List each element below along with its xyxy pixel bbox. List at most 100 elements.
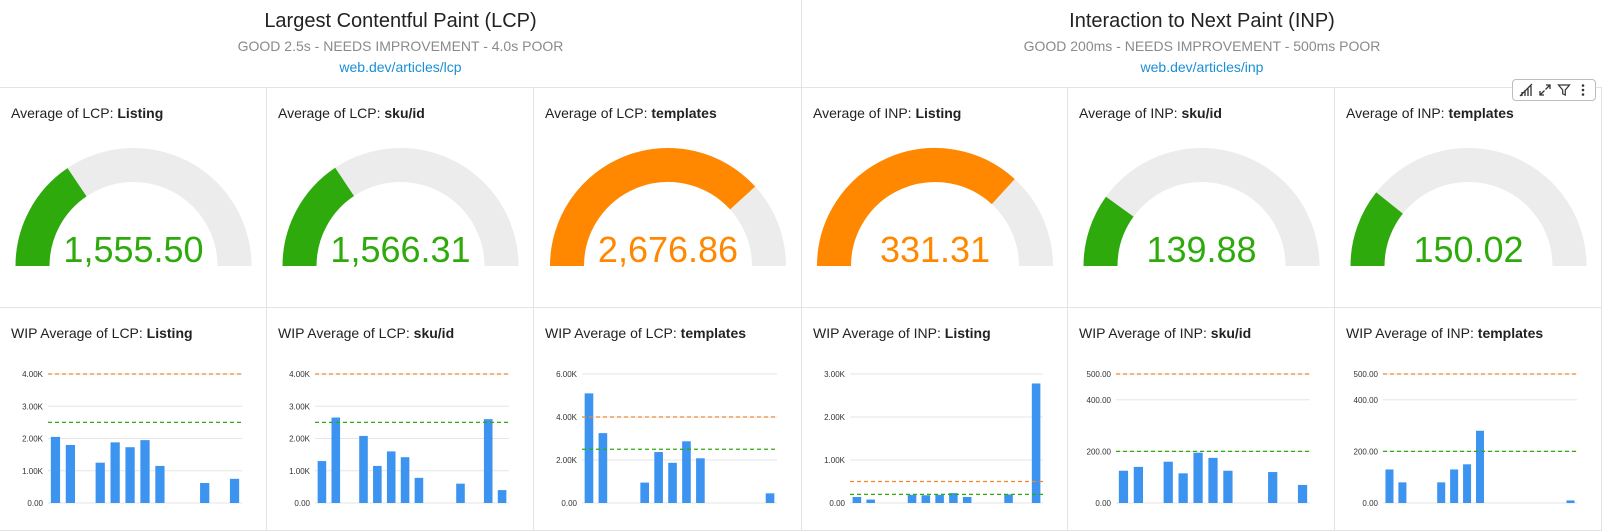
bar-chart-tile[interactable]: WIP Average of LCP: templates 0.00 2.00K 4.… bbox=[534, 308, 802, 531]
gauge-tile[interactable]: Average of INP: templates 150.02 bbox=[1335, 88, 1602, 308]
gauge-fill bbox=[817, 148, 1015, 267]
gauge-tile[interactable]: Average of LCP: sku/id 1,566.31 bbox=[267, 88, 534, 308]
bar[interactable] bbox=[1297, 484, 1308, 503]
bar[interactable] bbox=[331, 417, 341, 503]
more-icon[interactable] bbox=[1575, 82, 1591, 98]
bar-chart-tile[interactable]: WIP Average of INP: Listing 0.00 1.00K 2.00… bbox=[802, 308, 1068, 531]
bar[interactable] bbox=[1475, 430, 1485, 503]
bar[interactable] bbox=[1437, 482, 1446, 503]
y-tick-label: 3.00K bbox=[824, 370, 846, 379]
bar[interactable] bbox=[229, 478, 240, 503]
y-tick-label: 2.00K bbox=[824, 413, 846, 422]
bar[interactable] bbox=[1193, 452, 1203, 503]
bar[interactable] bbox=[386, 451, 396, 503]
bar[interactable] bbox=[483, 419, 493, 503]
y-tick-label: 2.00K bbox=[22, 435, 44, 444]
chart-icon[interactable] bbox=[1518, 82, 1534, 98]
chart-title: WIP Average of LCP: templates bbox=[545, 325, 746, 341]
bar[interactable] bbox=[1566, 500, 1575, 503]
expand-icon[interactable] bbox=[1537, 82, 1553, 98]
chart-title-prefix: WIP Average of INP: bbox=[1346, 325, 1478, 341]
tile-toolbar bbox=[1512, 79, 1596, 101]
bar[interactable] bbox=[359, 435, 368, 503]
chart-title-prefix: WIP Average of LCP: bbox=[278, 325, 414, 341]
bar[interactable] bbox=[866, 499, 875, 503]
y-tick-label: 2.00K bbox=[289, 435, 311, 444]
bar[interactable] bbox=[1004, 494, 1013, 503]
bar[interactable] bbox=[584, 393, 594, 503]
y-tick-label: 200.00 bbox=[1354, 447, 1379, 456]
bar[interactable] bbox=[1223, 470, 1233, 503]
gauge-fill bbox=[1350, 192, 1404, 267]
bar[interactable] bbox=[110, 442, 120, 503]
bar[interactable] bbox=[1031, 383, 1041, 503]
bar[interactable] bbox=[65, 444, 76, 503]
bar[interactable] bbox=[696, 458, 705, 503]
bar[interactable] bbox=[1208, 457, 1218, 503]
bar[interactable] bbox=[200, 483, 210, 503]
lcp-header: Largest Contentful Paint (LCP) GOOD 2.5s… bbox=[0, 0, 802, 88]
bar[interactable] bbox=[1133, 466, 1144, 503]
gauge-fill bbox=[15, 168, 88, 267]
inp-docs-link[interactable]: web.dev/articles/inp bbox=[1140, 59, 1264, 75]
y-tick-label: 500.00 bbox=[1354, 370, 1379, 379]
gauge-value: 1,555.50 bbox=[63, 229, 203, 270]
bar[interactable] bbox=[155, 465, 165, 503]
bar[interactable] bbox=[598, 433, 608, 503]
chart-title-page: templates bbox=[680, 325, 747, 341]
bar[interactable] bbox=[95, 462, 105, 503]
gauge-tile[interactable]: Average of LCP: Listing 1,555.50 bbox=[0, 88, 267, 308]
bar[interactable] bbox=[125, 447, 135, 503]
bar[interactable] bbox=[1385, 469, 1394, 503]
gauge-tile[interactable]: Average of INP: Listing 331.31 bbox=[802, 88, 1068, 308]
bar[interactable] bbox=[949, 493, 958, 503]
gauge-tile[interactable]: Average of LCP: templates 2,676.86 bbox=[534, 88, 802, 308]
bar[interactable] bbox=[456, 483, 465, 503]
bar[interactable] bbox=[1463, 464, 1472, 503]
bar[interactable] bbox=[962, 496, 972, 503]
lcp-header-title: Largest Contentful Paint (LCP) bbox=[264, 10, 537, 32]
bar[interactable] bbox=[1450, 469, 1459, 503]
gauge-title-page: templates bbox=[1448, 105, 1514, 121]
lcp-docs-link[interactable]: web.dev/articles/lcp bbox=[339, 59, 462, 75]
y-tick-label: 4.00K bbox=[289, 370, 311, 379]
bar[interactable] bbox=[1268, 472, 1278, 503]
bar[interactable] bbox=[654, 452, 663, 503]
bar[interactable] bbox=[765, 493, 775, 503]
bar[interactable] bbox=[1398, 482, 1407, 503]
y-tick-label: 0.00 bbox=[294, 499, 310, 508]
bar-chart-tile[interactable]: WIP Average of INP: sku/id 0.00 200.00 400.… bbox=[1068, 308, 1335, 531]
bar[interactable] bbox=[373, 465, 382, 503]
gauge-title-prefix: Average of LCP: bbox=[11, 105, 118, 121]
bar[interactable] bbox=[140, 440, 150, 503]
bar-chart-tile[interactable]: WIP Average of LCP: sku/id 0.00 1.00K 2.00K… bbox=[267, 308, 534, 531]
bar[interactable] bbox=[852, 496, 862, 503]
bar[interactable] bbox=[640, 482, 649, 503]
bar[interactable] bbox=[682, 441, 691, 503]
gauge-tile[interactable]: Average of INP: sku/id 139.88 bbox=[1068, 88, 1335, 308]
inp-thresholds-text: GOOD 200ms - NEEDS IMPROVEMENT - 500ms P… bbox=[1023, 38, 1381, 54]
filter-icon[interactable] bbox=[1556, 82, 1572, 98]
bar-chart-tile[interactable]: WIP Average of INP: templates 0.00 200.00 4… bbox=[1335, 308, 1602, 531]
gauge-title-prefix: Average of INP: bbox=[1079, 105, 1182, 121]
bar[interactable] bbox=[1118, 470, 1129, 503]
bar-chart-tile[interactable]: WIP Average of LCP: Listing 0.00 1.00K 2.00… bbox=[0, 308, 267, 531]
gauge-fill bbox=[282, 167, 355, 267]
bar[interactable] bbox=[668, 462, 677, 503]
bar[interactable] bbox=[1163, 461, 1173, 503]
gauge-title-page: Listing bbox=[915, 105, 962, 121]
bar[interactable] bbox=[921, 495, 931, 503]
y-tick-label: 1.00K bbox=[824, 456, 846, 465]
bar[interactable] bbox=[400, 457, 410, 503]
bar[interactable] bbox=[317, 461, 327, 503]
gauge-chart: 1,566.31 bbox=[282, 148, 519, 270]
bar[interactable] bbox=[497, 490, 507, 503]
y-tick-label: 1.00K bbox=[22, 467, 44, 476]
bar[interactable] bbox=[414, 477, 424, 503]
bar[interactable] bbox=[1178, 473, 1188, 503]
bar[interactable] bbox=[50, 436, 61, 503]
bar[interactable] bbox=[935, 494, 944, 503]
bar[interactable] bbox=[907, 494, 917, 503]
chart-title-page: Listing bbox=[944, 325, 991, 341]
